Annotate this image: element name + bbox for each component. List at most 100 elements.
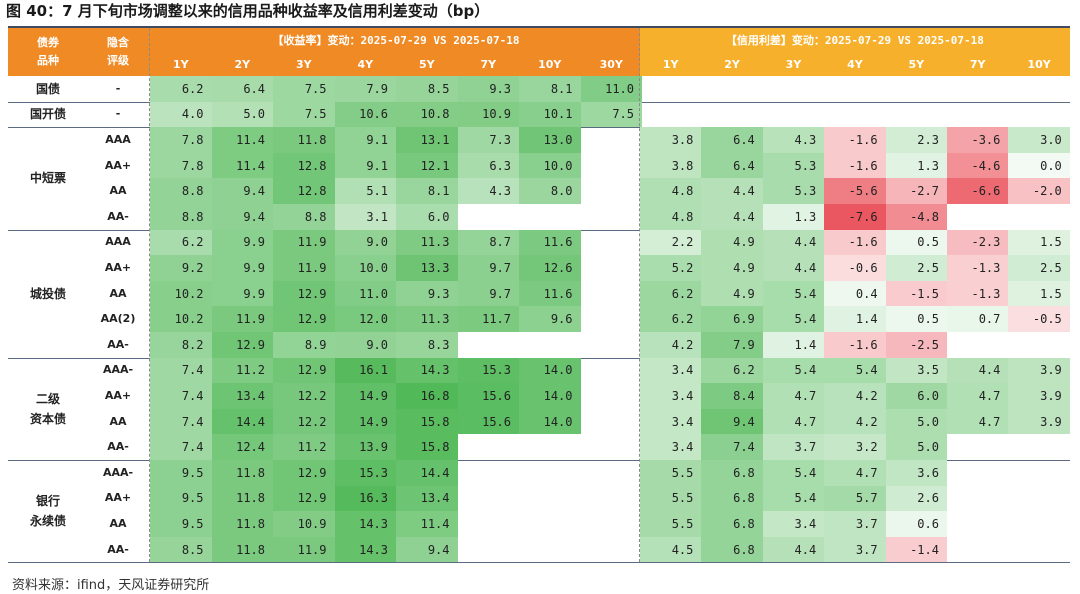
yield-value-cell: 10.0	[519, 152, 581, 179]
yield-value-cell: 9.0	[334, 332, 396, 358]
spread-value-cell: 4.9	[701, 280, 763, 307]
yield-term-header: 5Y	[418, 57, 435, 71]
yield-value-cell: 15.6	[457, 383, 519, 409]
category-label: 城投债	[29, 286, 66, 301]
yield-value-cell: 9.4	[211, 204, 273, 230]
spread-value-cell: 5.4	[762, 460, 825, 486]
yield-value-cell: 8.9	[273, 332, 335, 358]
yield-value-cell: 9.1	[334, 152, 396, 179]
yield-value-cell: 10.9	[457, 101, 519, 128]
spread-value-cell: 4.7	[947, 383, 1009, 409]
yield-value-cell: 10.9	[273, 511, 335, 537]
spread-header-bg	[640, 28, 1070, 76]
yield-value-cell: 9.4	[211, 178, 273, 204]
yield-value-cell: 9.0	[334, 229, 396, 256]
spread-value-cell: -1.6	[824, 332, 886, 358]
yield-value-cell: 16.3	[334, 485, 396, 512]
spread-value-cell: 4.2	[640, 332, 702, 358]
spread-value-cell: 3.4	[640, 434, 702, 460]
yield-value-cell: 9.5	[150, 460, 212, 486]
yield-value-cell: 4.0	[150, 101, 212, 128]
yield-value-cell: 11.4	[211, 127, 273, 153]
yield-value-cell: 15.8	[396, 434, 458, 460]
rating-label: AAA	[105, 132, 131, 146]
yield-value-cell: 14.4	[396, 460, 458, 486]
yield-value-cell: 14.3	[334, 536, 396, 563]
yield-header-bg	[8, 28, 642, 76]
spread-value-cell: 6.2	[640, 306, 702, 332]
spread-value-cell: 4.7	[947, 408, 1009, 435]
yield-value-cell: 8.1	[519, 76, 581, 102]
yield-value-cell: 11.3	[396, 229, 458, 256]
spread-value-cell: 0.5	[885, 229, 947, 256]
yield-value-cell: 14.9	[334, 383, 396, 409]
yield-value-cell: 9.4	[396, 536, 458, 563]
rating-label: AAA	[105, 235, 131, 249]
yield-value-cell: 11.4	[211, 152, 273, 179]
spread-value-cell: 7.4	[701, 434, 763, 460]
spread-value-cell: 5.5	[640, 460, 702, 486]
spread-value-cell: 5.4	[762, 306, 825, 332]
spread-group-header: 【信用利差】变动：2025-07-29 VS 2025-07-18	[725, 34, 984, 47]
spread-value-cell: 2.5	[1008, 255, 1070, 281]
yield-value-cell: 7.4	[150, 357, 212, 384]
spread-value-cell: 4.4	[762, 536, 825, 563]
spread-value-cell: 3.4	[640, 383, 702, 409]
spread-value-cell: 8.4	[701, 383, 763, 409]
spread-value-cell: -6.6	[947, 178, 1009, 204]
yield-value-cell: 8.8	[273, 204, 335, 230]
spread-term-header: 2Y	[724, 57, 740, 71]
yield-value-cell: 11.9	[273, 255, 335, 281]
spread-value-cell: 4.4	[701, 204, 763, 230]
yield-value-cell: 10.1	[519, 101, 581, 128]
yield-value-cell: 12.8	[273, 178, 335, 204]
spread-value-cell: 1.3	[762, 204, 825, 230]
rating-label: AA+	[104, 260, 132, 274]
yield-value-cell: 13.3	[396, 255, 458, 281]
rating-label: AA-	[107, 542, 129, 556]
spread-value-cell: -2.7	[885, 178, 947, 204]
yield-value-cell: 15.8	[396, 408, 458, 435]
spread-value-cell: 4.8	[640, 204, 702, 230]
rating-label: AA+	[104, 158, 132, 172]
yield-value-cell: 12.4	[211, 434, 273, 460]
yield-value-cell: 11.8	[211, 536, 273, 563]
spread-term-header: 1Y	[662, 57, 679, 71]
spread-value-cell: 6.0	[885, 383, 947, 409]
yield-value-cell: 11.9	[211, 306, 273, 332]
group-divider	[8, 460, 1070, 461]
yield-value-cell: 7.4	[150, 408, 212, 435]
yield-value-cell: 8.3	[396, 332, 458, 358]
yield-value-cell: 13.4	[211, 383, 273, 409]
yield-value-cell: 11.4	[396, 511, 458, 537]
yield-value-cell: 12.2	[273, 383, 335, 409]
spread-value-cell: 1.5	[1008, 280, 1070, 307]
yield-value-cell: 9.9	[211, 280, 273, 307]
yield-value-cell: 7.8	[150, 127, 212, 153]
rating-label: AA-	[107, 337, 129, 351]
yield-value-cell: 9.7	[457, 280, 519, 307]
yield-value-cell: 8.1	[396, 178, 458, 204]
spread-value-cell: 3.4	[640, 408, 702, 435]
yield-value-cell: 8.8	[150, 178, 212, 204]
spread-value-cell: 2.2	[640, 229, 702, 256]
spread-term-header: 10Y	[1027, 57, 1051, 71]
yield-value-cell: 11.7	[457, 306, 519, 332]
spread-value-cell: 2.5	[885, 255, 947, 281]
category-label: 中短票	[29, 171, 66, 186]
yield-value-cell: 7.5	[273, 101, 335, 128]
yield-value-cell: 8.5	[150, 536, 212, 563]
yield-value-cell: 11.9	[273, 229, 335, 256]
rating-label: AA	[109, 286, 127, 300]
yield-value-cell: 9.1	[334, 127, 396, 153]
yield-value-cell: 14.0	[519, 383, 581, 409]
spread-value-cell: 4.9	[701, 255, 763, 281]
spread-value-cell: 5.5	[640, 511, 702, 537]
yield-value-cell: 11.0	[580, 76, 642, 102]
spread-value-cell: 4.5	[640, 536, 702, 563]
yield-value-cell: 16.8	[396, 383, 458, 409]
spread-value-cell: 5.3	[762, 178, 825, 204]
yield-value-cell: 14.0	[519, 408, 581, 435]
category-header: 债券 品种	[37, 36, 59, 67]
spread-value-cell: 0.6	[885, 511, 947, 537]
